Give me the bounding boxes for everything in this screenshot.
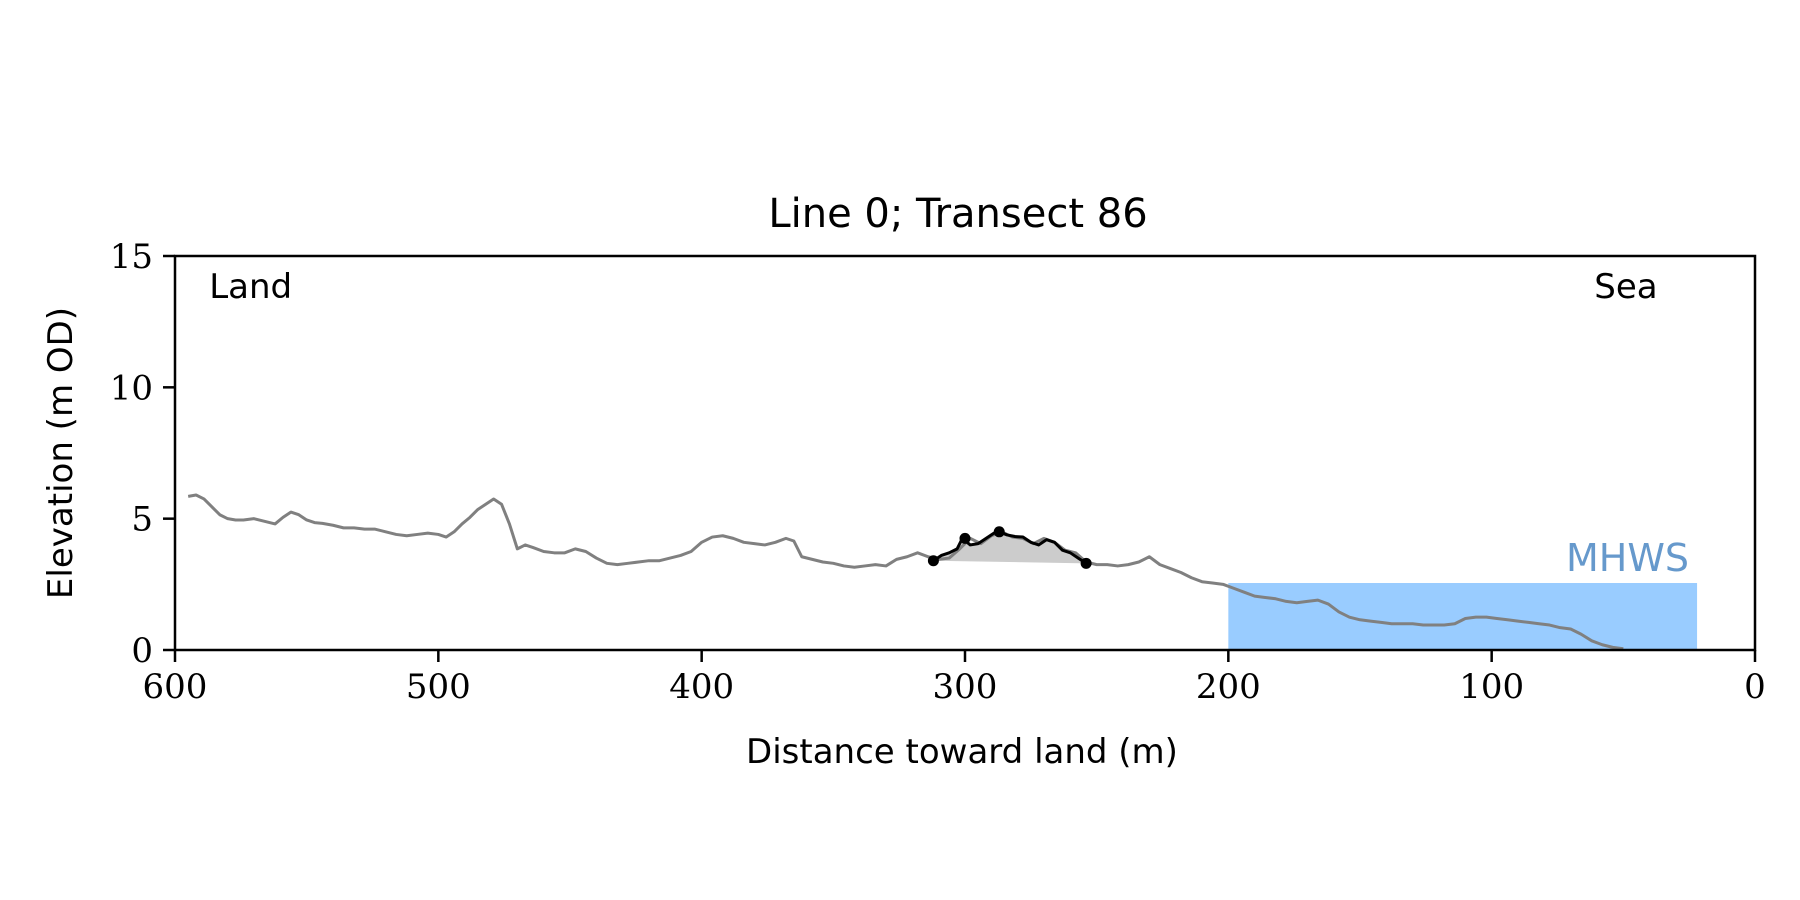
y-axis: 0 5 10 15 [110,237,175,671]
x-tick-label: 0 [1744,667,1766,707]
y-tick-label: 10 [110,368,153,408]
y-tick-label: 15 [110,237,153,277]
land-annotation: Land [209,267,292,307]
x-tick-label: 400 [669,667,734,707]
dune-line [932,530,1087,565]
dune-marker [927,555,939,567]
chart-title: Line 0; Transect 86 [768,191,1147,237]
mhws-area [1228,583,1698,650]
x-tick-label: 200 [1196,667,1261,707]
x-axis: 600 500 400 300 200 100 0 [143,650,1766,707]
x-tick-label: 300 [933,667,998,707]
sea-annotation: Sea [1594,267,1657,307]
y-tick-label: 5 [131,500,153,540]
plot-area [187,493,1698,651]
dune-marker [959,532,971,544]
dune-marker [1080,557,1092,569]
dune-marker [993,526,1005,538]
x-axis-label: Distance toward land (m) [746,732,1178,772]
x-tick-label: 500 [406,667,471,707]
profile-line [187,493,1624,651]
y-tick-label: 0 [131,631,153,671]
x-tick-label: 100 [1459,667,1524,707]
mhws-label: MHWS [1566,536,1689,580]
x-tick-label: 600 [143,667,208,707]
y-axis-label: Elevation (m OD) [41,307,81,599]
dune-fill [933,531,1087,564]
